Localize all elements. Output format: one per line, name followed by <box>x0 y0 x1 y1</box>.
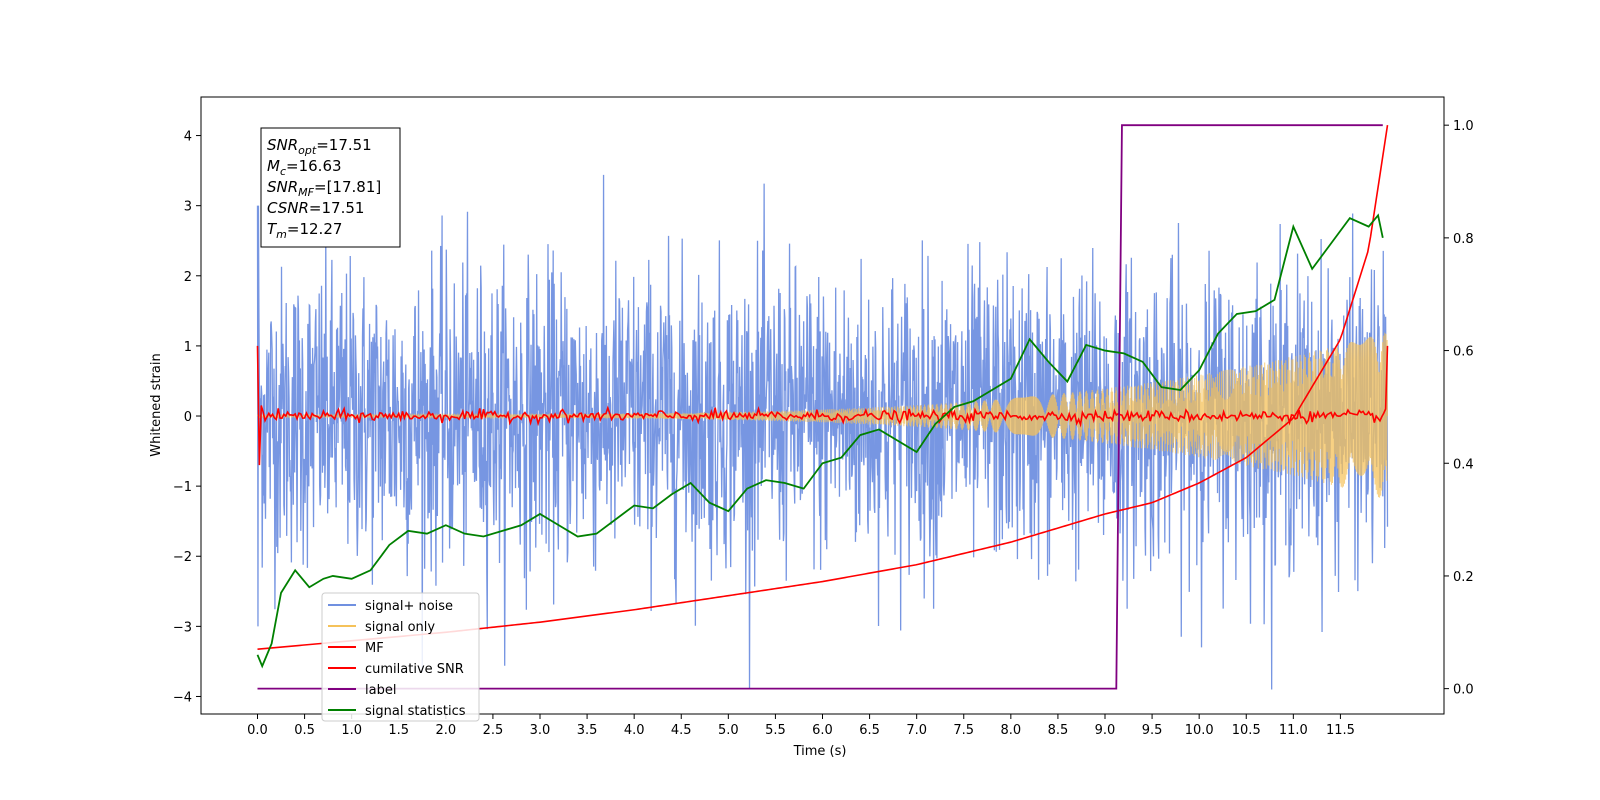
y2-tick-label: 0.6 <box>1453 345 1474 360</box>
x-tick-label: 8.5 <box>1048 723 1069 738</box>
x-tick-label: 4.0 <box>624 723 645 738</box>
x-tick-label: 0.0 <box>247 723 268 738</box>
y-tick-label: −3 <box>173 620 192 635</box>
y2-tick-label: 0.2 <box>1453 570 1474 585</box>
stat-line: SNRopt=17.51 <box>267 136 372 157</box>
x-tick-label: 9.0 <box>1095 723 1116 738</box>
x-tick-label: 10.5 <box>1232 723 1261 738</box>
stat-line: CSNR=17.51 <box>267 199 364 217</box>
x-tick-label: 9.5 <box>1142 723 1163 738</box>
stat-value: =17.51 <box>316 136 372 154</box>
x-axis-label: Time (s) <box>793 744 847 759</box>
x-tick-label: 4.5 <box>671 723 692 738</box>
legend-label: signal+ noise <box>365 599 453 614</box>
y-tick-label: −4 <box>173 690 192 705</box>
stat-value: =[17.81] <box>314 178 381 196</box>
y-tick-label: −2 <box>173 550 192 565</box>
y2-tick-label: 1.0 <box>1453 119 1474 134</box>
stat-line: Tm=12.27 <box>267 220 342 241</box>
stat-subscript: m <box>276 228 287 241</box>
series-signal-statistics <box>256 213 1384 669</box>
x-tick-label: 6.0 <box>812 723 833 738</box>
stat-value: =16.63 <box>286 157 342 175</box>
x-tick-label: 3.5 <box>577 723 598 738</box>
legend: signal+ noise signal only MF cumilative SNR… <box>321 592 480 722</box>
x-tick-label: 11.0 <box>1279 723 1308 738</box>
legend-label: signal only <box>365 620 435 635</box>
x-axis: 0.0 0.5 1.0 1.5 2.0 2.5 3.0 3.5 4.0 4.5 5.0 5.5 6.0 6… <box>247 714 1355 738</box>
series-label <box>257 124 1383 690</box>
stats-box: SNRopt=17.51Mc=16.63SNRMF=[17.81]CSNR=17… <box>260 127 401 248</box>
y2-tick-label: 0.0 <box>1453 683 1474 698</box>
y-tick-label: 4 <box>184 130 192 145</box>
legend-label: cumilative SNR <box>365 662 464 677</box>
x-tick-label: 6.5 <box>859 723 880 738</box>
x-tick-label: 5.0 <box>718 723 739 738</box>
x-tick-label: 1.5 <box>388 723 409 738</box>
x-tick-label: 0.5 <box>294 723 315 738</box>
stat-symbol: SNR <box>267 136 298 154</box>
series-mf <box>256 345 1389 466</box>
stat-subscript: opt <box>298 144 317 157</box>
y-tick-label: 3 <box>184 200 192 215</box>
legend-frame <box>321 592 480 722</box>
stat-symbol: SNR <box>267 178 298 196</box>
x-tick-label: 3.0 <box>530 723 551 738</box>
x-tick-label: 1.0 <box>341 723 362 738</box>
series-signal-noise <box>256 174 1389 690</box>
stat-symbol: T <box>267 220 278 238</box>
stat-value: =12.27 <box>287 220 343 238</box>
y-axis-right: 1.0 0.8 0.6 0.4 0.2 0.0 <box>1444 119 1474 698</box>
stat-symbol: M <box>267 157 280 175</box>
x-tick-label: 2.0 <box>435 723 456 738</box>
legend-label: MF <box>365 641 384 656</box>
x-tick-label: 5.5 <box>765 723 786 738</box>
y-tick-label: 0 <box>184 410 192 425</box>
x-tick-label: 10.0 <box>1185 723 1214 738</box>
stat-subscript: MF <box>298 186 314 199</box>
stats-box-frame <box>260 127 401 248</box>
y-tick-label: 2 <box>184 270 192 285</box>
y-tick-label: 1 <box>184 340 192 355</box>
y-axis-label: Whitened strain <box>149 353 164 456</box>
x-tick-label: 8.0 <box>1000 723 1021 738</box>
y2-tick-label: 0.8 <box>1453 232 1474 247</box>
y2-tick-label: 0.4 <box>1453 457 1474 472</box>
x-tick-label: 7.0 <box>906 723 927 738</box>
x-tick-label: 2.5 <box>483 723 504 738</box>
stat-subscript: c <box>280 165 286 178</box>
stat-line: Mc=16.63 <box>267 157 342 178</box>
stat-value: =17.51 <box>309 199 365 217</box>
x-tick-label: 11.5 <box>1326 723 1355 738</box>
legend-label: label <box>365 683 396 698</box>
y-tick-label: −1 <box>173 480 192 495</box>
legend-label: signal statistics <box>365 704 466 719</box>
stat-line: SNRMF=[17.81] <box>267 178 381 199</box>
x-tick-label: 7.5 <box>953 723 974 738</box>
stat-symbol: CSNR <box>267 199 309 217</box>
y-axis-left: 4 3 2 1 0 −1 −2 −3 −4 <box>173 130 201 705</box>
